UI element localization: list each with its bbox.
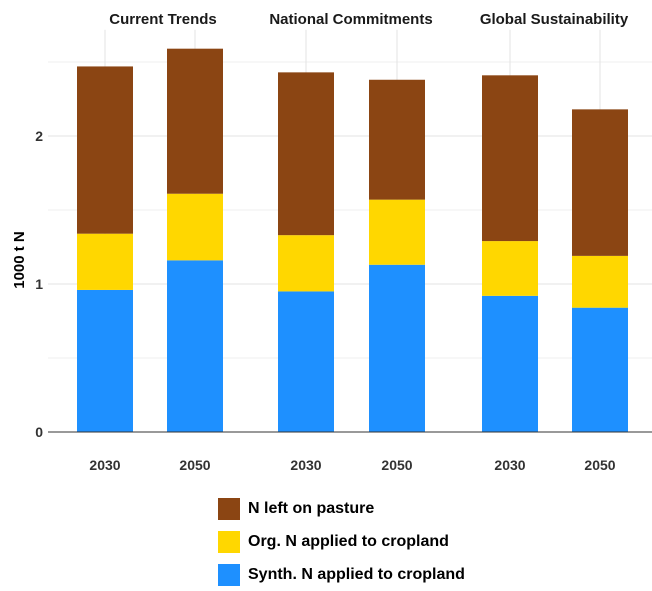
bar-segment	[167, 193, 223, 261]
x-tick-label: 2050	[381, 457, 412, 473]
bar-segment	[482, 241, 538, 296]
bar-segment	[572, 255, 628, 308]
bar-segment	[369, 264, 425, 432]
gridlines	[48, 29, 652, 432]
bar-segment	[572, 307, 628, 432]
bars	[77, 48, 628, 432]
legend-label: N left on pasture	[248, 499, 375, 517]
bar-segment	[572, 109, 628, 256]
x-tick-label: 2030	[494, 457, 525, 473]
legend-label: Org. N applied to cropland	[248, 532, 449, 550]
legend-item: Org. N applied to cropland	[218, 525, 465, 558]
legend-item: Synth. N applied to cropland	[218, 558, 465, 591]
facet-title: Global Sustainability	[480, 11, 629, 28]
x-tick-label: 2030	[89, 457, 120, 473]
y-axis-title: 1000 t N	[11, 231, 28, 289]
bar-segment	[77, 66, 133, 234]
bar-segment	[278, 72, 334, 236]
x-tick-label: 2050	[584, 457, 615, 473]
bar-segment	[77, 233, 133, 290]
x-axis-ticks: 2030 2050 2030 2050 2030 2050	[89, 457, 615, 473]
bar-segment	[369, 199, 425, 265]
facet-title: National Commitments	[269, 11, 432, 28]
bar-segment	[278, 291, 334, 432]
stacked-bar-chart: Current Trends National Commitments Global…	[11, 11, 652, 473]
legend-swatch	[218, 563, 240, 586]
legend-swatch	[218, 530, 240, 553]
facet-title: Current Trends	[109, 11, 217, 28]
y-tick-label: 0	[35, 424, 43, 440]
x-tick-label: 2030	[290, 457, 321, 473]
x-tick-label: 2050	[179, 457, 210, 473]
bar-segment	[482, 75, 538, 242]
bar-segment	[77, 289, 133, 432]
facet-titles: Current Trends National Commitments Global…	[109, 11, 629, 28]
bar-segment	[167, 48, 223, 194]
legend-item: N left on pasture	[218, 492, 465, 525]
y-tick-label: 1	[35, 276, 43, 292]
bar-segment	[482, 295, 538, 432]
bar-segment	[167, 260, 223, 432]
legend-label: Synth. N applied to cropland	[248, 565, 465, 583]
bar-segment	[278, 235, 334, 292]
legend: N left on pasture Org. N applied to cropl…	[218, 492, 465, 591]
legend-swatch	[218, 497, 240, 520]
y-axis-ticks: 0 1 2	[35, 128, 43, 440]
y-tick-label: 2	[35, 128, 43, 144]
bar-segment	[369, 79, 425, 200]
